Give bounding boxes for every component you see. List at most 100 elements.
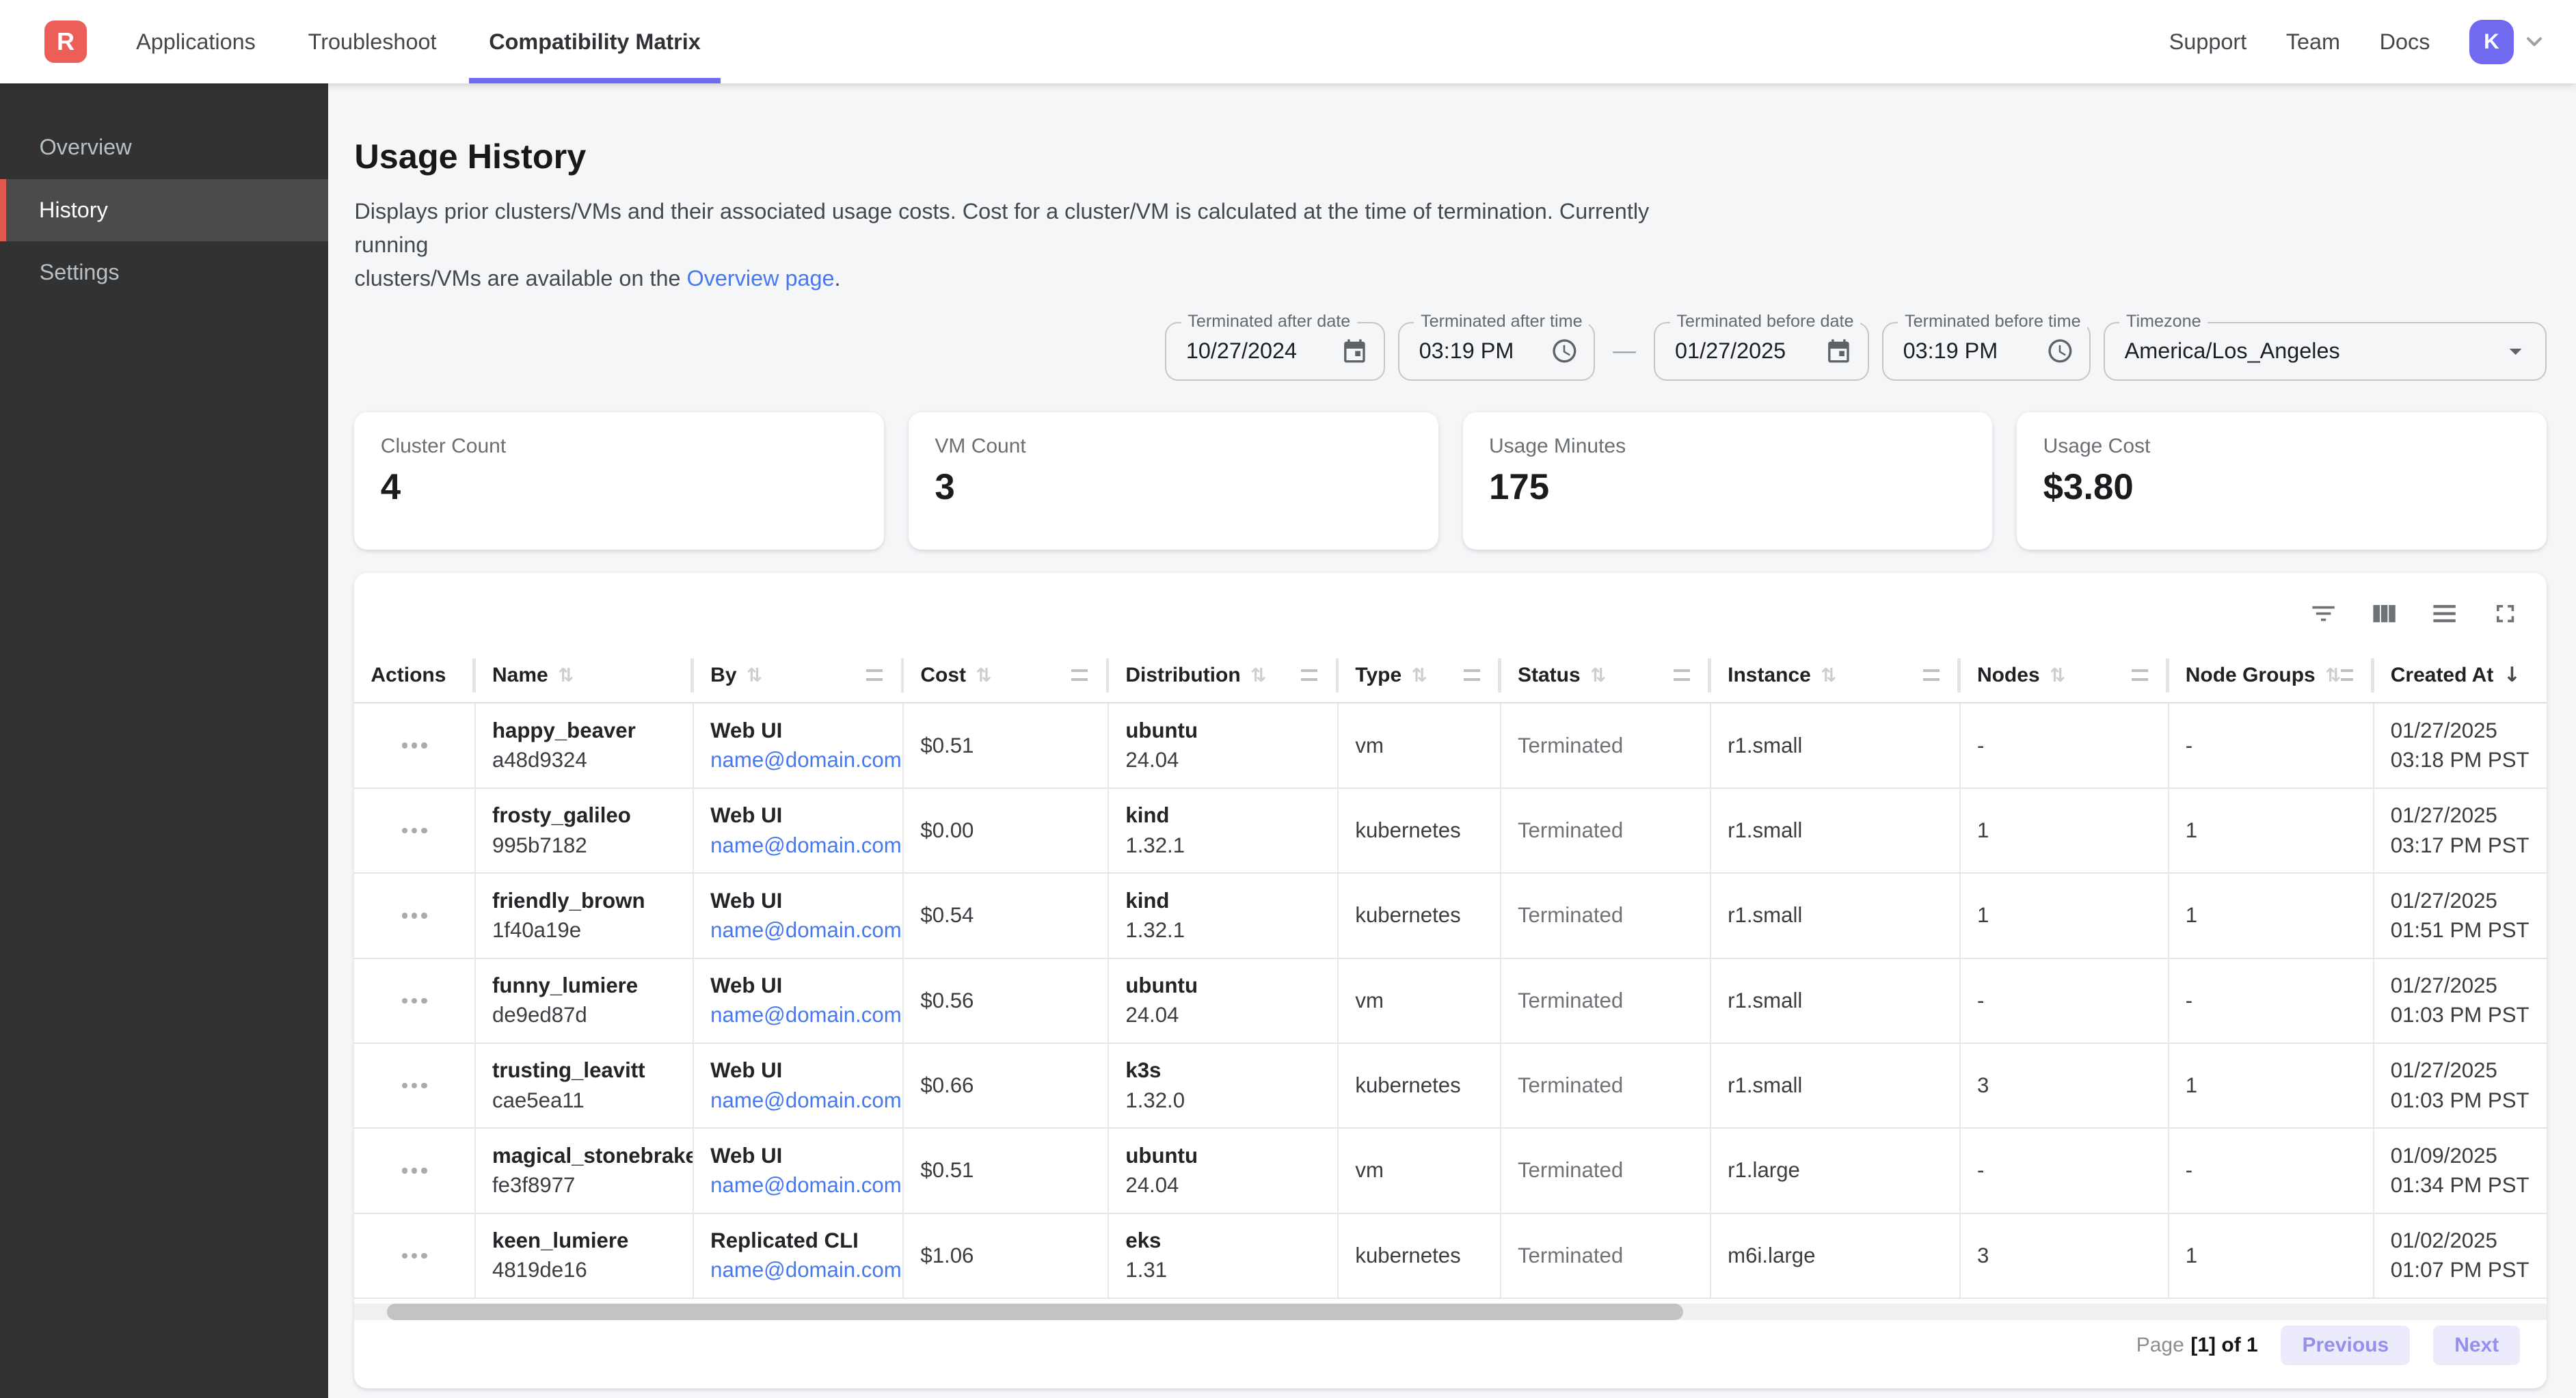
row-cost-cell: $1.06 bbox=[904, 1214, 1109, 1298]
nav-tab-compatibility-matrix[interactable]: Compatibility Matrix bbox=[469, 0, 720, 83]
row-nodes-cell: 1 bbox=[1961, 789, 2169, 872]
row-by-cell: Web UI name@domain.com bbox=[694, 1129, 904, 1212]
row-instance-cell: r1.small bbox=[1711, 789, 1961, 872]
timezone-select[interactable]: Timezone America/Los_Angeles bbox=[2104, 322, 2547, 381]
row-distribution-cell: ubuntu 24.04 bbox=[1109, 703, 1339, 787]
column-header-status[interactable]: Status⇅ bbox=[1501, 648, 1711, 702]
row-actions-cell bbox=[354, 1214, 476, 1298]
row-instance-cell: m6i.large bbox=[1711, 1214, 1961, 1298]
created-by-source: Web UI bbox=[710, 1058, 886, 1083]
created-by-email-link[interactable]: name@domain.com bbox=[710, 1258, 886, 1282]
column-header-created-at[interactable]: Created At↓ bbox=[2374, 648, 2547, 702]
row-actions-cell bbox=[354, 874, 476, 957]
nav-tab-applications[interactable]: Applications bbox=[116, 0, 275, 83]
column-menu-icon[interactable] bbox=[2132, 669, 2148, 681]
distribution-version: 1.32.0 bbox=[1125, 1088, 1321, 1113]
row-status-cell: Terminated bbox=[1501, 874, 1711, 957]
stat-value: $3.80 bbox=[2043, 466, 2521, 508]
row-node-groups-cell: 1 bbox=[2169, 874, 2374, 957]
sidebar-item-overview[interactable]: Overview bbox=[0, 116, 328, 178]
overview-page-link[interactable]: Overview page bbox=[687, 266, 835, 291]
next-page-button[interactable]: Next bbox=[2433, 1326, 2520, 1365]
column-header-cost[interactable]: Cost⇅ bbox=[904, 648, 1109, 702]
more-options-icon[interactable] bbox=[395, 906, 433, 926]
row-distribution-cell: kind 1.32.1 bbox=[1109, 789, 1339, 872]
row-name-cell: frosty_galileo 995b7182 bbox=[476, 789, 694, 872]
created-by-email-link[interactable]: name@domain.com bbox=[710, 1088, 886, 1113]
more-options-icon[interactable] bbox=[395, 991, 433, 1010]
fullscreen-icon[interactable] bbox=[2491, 599, 2520, 628]
stat-value: 3 bbox=[935, 466, 1412, 508]
row-distribution-cell: k3s 1.32.0 bbox=[1109, 1044, 1339, 1127]
dropdown-arrow-icon[interactable] bbox=[2501, 336, 2530, 366]
more-options-icon[interactable] bbox=[395, 1076, 433, 1095]
stat-card-vm-count: VM Count 3 bbox=[909, 412, 1438, 550]
created-by-email-link[interactable]: name@domain.com bbox=[710, 1173, 886, 1198]
column-header-instance[interactable]: Instance⇅ bbox=[1711, 648, 1961, 702]
row-actions-cell bbox=[354, 703, 476, 787]
column-header-node-groups[interactable]: Node Groups⇅ bbox=[2169, 648, 2374, 702]
more-options-icon[interactable] bbox=[395, 821, 433, 840]
row-node-groups-cell: 1 bbox=[2169, 1214, 2374, 1298]
column-menu-icon[interactable] bbox=[1923, 669, 1940, 681]
created-date: 01/09/2025 bbox=[2391, 1144, 2530, 1168]
terminated-before-time-field[interactable]: Terminated before time 03:19 PM bbox=[1882, 322, 2091, 381]
clock-icon[interactable] bbox=[1551, 337, 1579, 365]
nav-tab-troubleshoot[interactable]: Troubleshoot bbox=[289, 0, 456, 83]
row-actions-cell bbox=[354, 789, 476, 872]
column-header-name[interactable]: Name⇅ bbox=[476, 648, 694, 702]
row-by-cell: Web UI name@domain.com bbox=[694, 959, 904, 1043]
nav-link-team[interactable]: Team bbox=[2266, 29, 2360, 55]
sidebar-item-history[interactable]: History bbox=[0, 179, 328, 241]
nav-link-support[interactable]: Support bbox=[2149, 29, 2266, 55]
filter-icon[interactable] bbox=[2309, 599, 2338, 628]
created-date: 01/27/2025 bbox=[2391, 973, 2530, 998]
created-by-email-link[interactable]: name@domain.com bbox=[710, 833, 886, 858]
row-name-cell: trusting_leavitt cae5ea11 bbox=[476, 1044, 694, 1127]
terminated-before-date-field[interactable]: Terminated before date 01/27/2025 bbox=[1654, 322, 1868, 381]
avatar[interactable]: K bbox=[2469, 20, 2514, 64]
row-by-cell: Web UI name@domain.com bbox=[694, 1044, 904, 1127]
cluster-id: a48d9324 bbox=[492, 748, 676, 772]
created-date: 01/27/2025 bbox=[2391, 803, 2530, 828]
calendar-icon[interactable] bbox=[1825, 337, 1853, 365]
column-menu-icon[interactable] bbox=[1464, 669, 1480, 681]
row-created-at-cell: 01/09/2025 01:34 PM PST bbox=[2374, 1129, 2547, 1212]
more-options-icon[interactable] bbox=[395, 1161, 433, 1181]
sidebar-item-settings[interactable]: Settings bbox=[0, 241, 328, 304]
column-menu-icon[interactable] bbox=[1071, 669, 1088, 681]
more-options-icon[interactable] bbox=[395, 736, 433, 755]
column-header-distribution[interactable]: Distribution⇅ bbox=[1109, 648, 1339, 702]
column-menu-icon[interactable] bbox=[1674, 669, 1690, 681]
column-header-nodes[interactable]: Nodes⇅ bbox=[1961, 648, 2169, 702]
terminated-after-time-field[interactable]: Terminated after time 03:19 PM bbox=[1398, 322, 1595, 381]
row-node-groups-cell: 1 bbox=[2169, 789, 2374, 872]
replicated-logo[interactable]: R bbox=[44, 21, 87, 63]
table-row: trusting_leavitt cae5ea11 Web UI name@do… bbox=[354, 1044, 2546, 1129]
created-by-email-link[interactable]: name@domain.com bbox=[710, 918, 886, 943]
column-header-type[interactable]: Type⇅ bbox=[1339, 648, 1501, 702]
previous-page-button[interactable]: Previous bbox=[2281, 1326, 2410, 1365]
columns-icon[interactable] bbox=[2370, 599, 2399, 628]
row-by-cell: Web UI name@domain.com bbox=[694, 703, 904, 787]
row-by-cell: Replicated CLI name@domain.com bbox=[694, 1214, 904, 1298]
scrollbar-thumb[interactable] bbox=[387, 1304, 1683, 1320]
column-header-by[interactable]: By⇅ bbox=[694, 648, 904, 702]
column-menu-icon[interactable] bbox=[866, 669, 883, 681]
column-menu-icon[interactable] bbox=[2341, 669, 2352, 681]
column-header-actions: Actions bbox=[354, 648, 476, 702]
column-menu-icon[interactable] bbox=[1301, 669, 1317, 681]
row-by-cell: Web UI name@domain.com bbox=[694, 789, 904, 872]
distribution-version: 24.04 bbox=[1125, 748, 1321, 772]
nav-link-docs[interactable]: Docs bbox=[2360, 29, 2450, 55]
more-options-icon[interactable] bbox=[395, 1246, 433, 1265]
chevron-down-icon[interactable] bbox=[2522, 29, 2547, 54]
created-time: 01:51 PM PST bbox=[2391, 918, 2530, 943]
calendar-icon[interactable] bbox=[1341, 337, 1369, 365]
created-by-email-link[interactable]: name@domain.com bbox=[710, 1003, 886, 1027]
clock-icon[interactable] bbox=[2046, 337, 2074, 365]
density-icon[interactable] bbox=[2430, 599, 2459, 628]
table-toolbar bbox=[354, 573, 2546, 648]
terminated-after-date-field[interactable]: Terminated after date 10/27/2024 bbox=[1165, 322, 1385, 381]
created-by-email-link[interactable]: name@domain.com bbox=[710, 748, 886, 772]
